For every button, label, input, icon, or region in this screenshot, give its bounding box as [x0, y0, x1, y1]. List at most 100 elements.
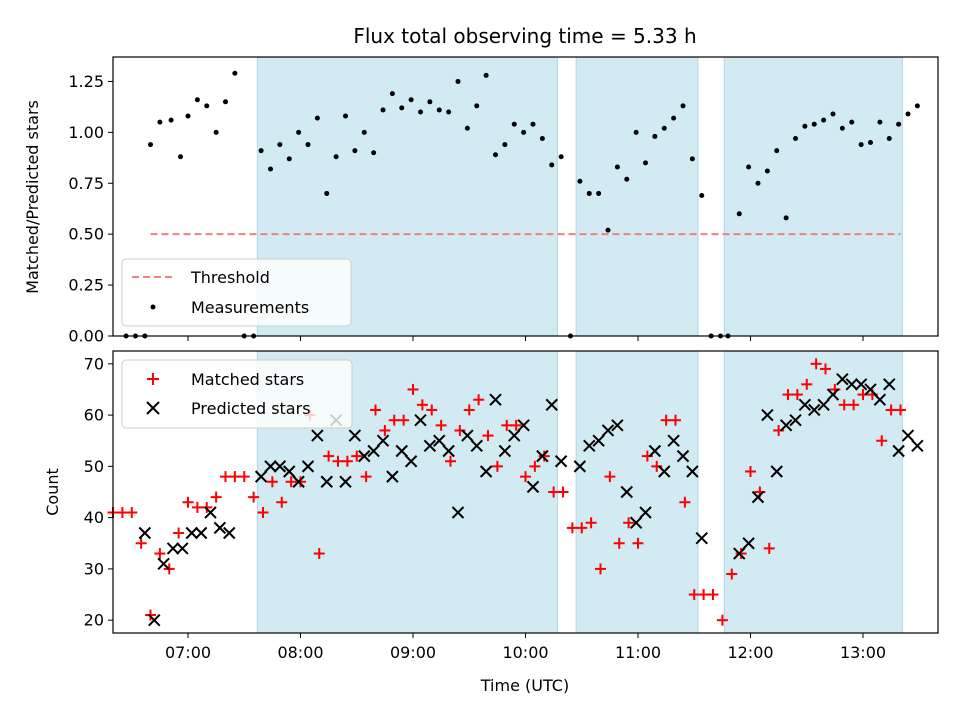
top-y-tick-label-0: 0.00	[68, 327, 104, 346]
measurement-point-49	[577, 178, 583, 184]
measurement-point-29	[389, 91, 395, 97]
matched-star-point-54	[613, 537, 625, 549]
matched-star-point-26	[351, 450, 363, 462]
matched-star-point-27	[360, 471, 372, 483]
matched-star-point-34	[426, 404, 438, 416]
predicted-star-point-62	[779, 419, 793, 432]
measurement-point-45	[539, 135, 545, 141]
predicted-star-point-55	[686, 465, 699, 478]
measurement-point-38	[474, 103, 480, 109]
measurement-point-4	[157, 119, 163, 125]
measurement-point-55	[633, 129, 639, 135]
top-y-tick-label-1: 0.25	[68, 276, 104, 295]
matched-star-point-19	[285, 476, 297, 488]
matched-star-point-51	[585, 517, 597, 529]
matched-star-point-56	[632, 537, 644, 549]
matched-star-point-79	[848, 399, 860, 411]
measurement-point-54	[624, 176, 630, 182]
matched-star-point-31	[398, 414, 410, 426]
measurement-point-30	[399, 105, 405, 111]
legend-threshold-label: Threshold	[190, 268, 270, 287]
bottom-x-tick-label-5: 12:00	[727, 643, 773, 662]
matched-star-point-73	[791, 389, 803, 401]
matched-star-point-70	[763, 542, 775, 554]
predicted-star-point-16	[311, 429, 324, 442]
measurement-point-62	[699, 192, 705, 198]
predicted-star-point-0	[138, 526, 152, 540]
matched-star-point-28	[370, 404, 381, 416]
measurement-point-67	[746, 164, 752, 170]
predicted-star-point-24	[386, 470, 399, 483]
measurement-point-44	[530, 121, 536, 127]
measurement-point-58	[661, 125, 667, 131]
predicted-star-point-63	[789, 414, 802, 427]
matched-star-point-74	[801, 378, 813, 390]
predicted-star-point-9	[223, 526, 236, 540]
bottom-y-ticks: 20 30 40 50 60 70	[84, 354, 113, 630]
predicted-star-point-8	[213, 521, 227, 535]
measurement-point-37	[464, 125, 470, 131]
top-legend: Threshold Measurements	[121, 258, 352, 327]
predicted-star-point-11	[264, 460, 277, 473]
predicted-star-point-1	[148, 613, 161, 627]
predicted-star-point-51	[648, 444, 662, 458]
matched-star-point-53	[604, 471, 616, 483]
measurement-point-23	[333, 154, 339, 160]
predicted-star-point-10	[254, 470, 268, 483]
predicted-star-point-69	[845, 378, 858, 391]
matched-star-point-62	[688, 589, 700, 601]
predicted-star-point-52	[658, 465, 671, 478]
matched-star-point-45	[529, 460, 541, 472]
measurement-point-5	[168, 117, 174, 123]
matched-star-point-72	[782, 389, 794, 401]
predicted-star-point-46	[601, 424, 615, 437]
measurement-point-9	[204, 103, 210, 109]
matched-star-point-1	[116, 507, 128, 519]
measurement-point-52	[605, 227, 611, 233]
bottom-y-axis-label: Count	[43, 468, 62, 516]
predicted-star-point-34	[479, 465, 493, 478]
top-y-ticks: 0.00 0.25 0.50 0.75 1.00 1.25	[68, 72, 113, 346]
predicted-star-point-59	[751, 490, 765, 504]
matched-star-point-59	[660, 414, 672, 426]
predicted-star-point-49	[629, 516, 643, 529]
measurement-point-3	[148, 142, 153, 148]
bottom-y-tick-label-5: 70	[84, 354, 104, 373]
matched-star-point-47	[548, 486, 560, 498]
bottom-legend: Matched stars Predicted stars	[121, 359, 353, 429]
measurement-point-39	[483, 72, 489, 78]
predicted-star-point-65	[808, 403, 821, 417]
predicted-star-point-43	[573, 460, 587, 473]
measurement-point-85	[914, 103, 920, 109]
measurement-point-27	[371, 150, 377, 156]
measurement-point-78	[849, 119, 855, 125]
matched-star-point-46	[538, 450, 550, 462]
matched-star-point-30	[388, 414, 400, 426]
measurement-point-28	[380, 107, 386, 113]
predicted-star-point-73	[883, 378, 896, 391]
matched-star-point-3	[135, 537, 147, 549]
measurement-point-46	[549, 162, 555, 168]
predicted-star-point-60	[761, 408, 774, 422]
bottom-x-tick-label-6: 13:00	[840, 643, 886, 662]
top-panel: 0.00 0.25 0.50 0.75 1.00 1.25 Flux total obse…	[23, 24, 939, 346]
measurement-point-15	[258, 148, 264, 154]
matched-star-point-11	[210, 491, 222, 503]
predicted-star-point-31	[451, 506, 465, 519]
matched-star-point-22	[313, 548, 325, 560]
matched-star-point-49	[566, 522, 578, 534]
measurement-point-47	[558, 154, 564, 160]
predicted-star-point-53	[667, 434, 680, 447]
matched-star-point-5	[154, 548, 166, 560]
measurement-point-51	[596, 190, 602, 196]
measurement-point-74	[811, 121, 817, 127]
measurement-point-66	[736, 211, 742, 217]
matched-star-point-18	[276, 496, 288, 508]
predicted-star-point-70	[854, 378, 868, 391]
predicted-star-point-7	[204, 506, 217, 519]
measurement-point-73	[802, 123, 808, 129]
matched-star-point-12	[220, 471, 231, 483]
measurement-point-60	[680, 103, 686, 109]
measurement-point-10	[213, 129, 219, 135]
predicted-star-point-2	[157, 557, 170, 570]
